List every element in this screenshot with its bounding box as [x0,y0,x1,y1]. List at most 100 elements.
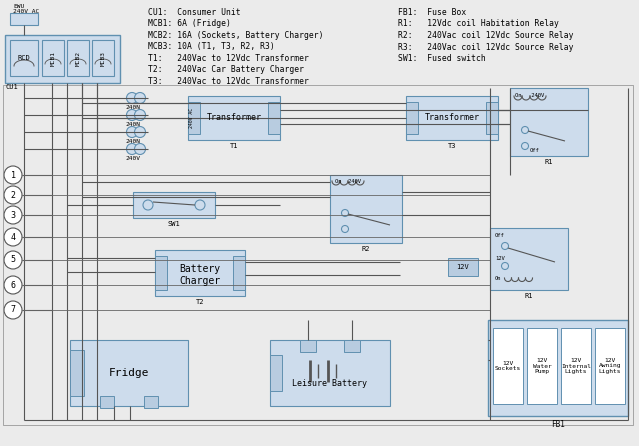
Bar [270,355,282,391]
Text: Off: Off [530,148,540,153]
Text: MCB2: MCB2 [75,50,81,66]
Bar [488,320,628,416]
Text: Transformer: Transformer [206,113,261,123]
Bar [493,328,523,404]
Text: T1:   240Vac to 12Vdc Transformer: T1: 240Vac to 12Vdc Transformer [148,54,309,63]
Text: Transformer: Transformer [424,113,479,123]
Bar [70,340,188,406]
Text: 12V
Internal
Lights: 12V Internal Lights [561,358,591,374]
Text: CU1:  Consumer Unit: CU1: Consumer Unit [148,8,241,17]
Text: 240N: 240N [125,122,141,127]
Text: SW1: SW1 [167,221,180,227]
Text: R2: R2 [362,246,370,252]
Bar [406,102,418,134]
Text: Charger: Charger [180,276,220,286]
Text: 12V
Water
Pump: 12V Water Pump [533,358,551,374]
Text: RCD: RCD [18,55,31,61]
Bar [490,228,568,290]
Circle shape [4,276,22,294]
Text: 3: 3 [10,211,15,219]
Text: T3:   240Vac to 12Vdc Transformer: T3: 240Vac to 12Vdc Transformer [148,77,309,86]
Text: On  240V: On 240V [335,179,361,184]
Circle shape [134,127,146,137]
Bar [3,85,633,425]
Bar [344,340,360,352]
Text: Battery: Battery [180,264,220,274]
Text: R1:   12Vdc coil Habitation Relay: R1: 12Vdc coil Habitation Relay [398,20,559,29]
Text: R1: R1 [545,159,553,165]
Bar [42,40,64,76]
Text: 12V: 12V [457,264,470,270]
Text: 240V AC: 240V AC [189,108,194,128]
Text: T3: T3 [448,143,456,149]
Text: On   240V: On 240V [515,93,544,98]
Text: MCB1: MCB1 [50,50,56,66]
Text: Fridge: Fridge [109,368,150,378]
Text: 12V: 12V [495,256,505,261]
Text: T2: T2 [196,299,204,305]
Bar [406,96,498,140]
Circle shape [127,127,137,137]
Text: 7: 7 [10,306,15,314]
Circle shape [127,110,137,120]
Bar [270,340,390,406]
Text: T2:   240Vac Car Battery Charger: T2: 240Vac Car Battery Charger [148,66,304,74]
Bar [486,102,498,134]
Text: FB1:  Fuse Box: FB1: Fuse Box [398,8,466,17]
Circle shape [4,186,22,204]
Bar [155,250,245,296]
Bar [595,328,625,404]
Bar [133,192,215,218]
Text: R2:   240Vac coil 12Vdc Source Relay: R2: 240Vac coil 12Vdc Source Relay [398,31,573,40]
Bar [268,102,280,134]
Text: On: On [495,276,502,281]
Bar [67,40,89,76]
Circle shape [502,243,509,249]
Text: SW1:  Fused switch: SW1: Fused switch [398,54,486,63]
Text: T1: T1 [230,143,238,149]
Text: CU1: CU1 [6,84,19,90]
Bar [144,396,158,408]
Circle shape [127,144,137,154]
Bar [300,340,316,352]
Text: 240N: 240N [125,139,141,144]
Text: 240V: 240V [125,156,141,161]
Circle shape [127,92,137,103]
Circle shape [4,206,22,224]
Bar [155,256,167,290]
Bar [10,40,38,76]
Circle shape [134,92,146,103]
Bar [70,350,84,396]
Circle shape [4,228,22,246]
Circle shape [502,263,509,269]
Text: FB1: FB1 [551,420,565,429]
Circle shape [4,301,22,319]
Bar [188,96,280,140]
Bar [188,102,200,134]
Text: 4: 4 [10,232,15,241]
Text: 5: 5 [10,256,15,264]
Bar [561,328,591,404]
Circle shape [134,110,146,120]
Circle shape [521,127,528,133]
Bar [10,13,38,25]
Circle shape [134,144,146,154]
Bar [233,256,245,290]
Circle shape [4,166,22,184]
Bar [510,88,588,156]
Text: 2: 2 [10,190,15,199]
Text: MCB1: 6A (Fridge): MCB1: 6A (Fridge) [148,20,231,29]
Text: 6: 6 [10,281,15,289]
Text: Leisure Battery: Leisure Battery [293,379,367,388]
Bar [92,40,114,76]
Bar [527,328,557,404]
Bar [100,396,114,408]
Circle shape [143,200,153,210]
Text: Off: Off [495,233,505,238]
Text: MCB3: 10A (T1, T3, R2, R3): MCB3: 10A (T1, T3, R2, R3) [148,42,275,51]
Bar [5,35,120,83]
Bar [448,258,478,276]
Circle shape [341,210,348,216]
Text: R3:   240Vac coil 12Vdc Source Relay: R3: 240Vac coil 12Vdc Source Relay [398,42,573,51]
Text: 240N: 240N [125,105,141,110]
